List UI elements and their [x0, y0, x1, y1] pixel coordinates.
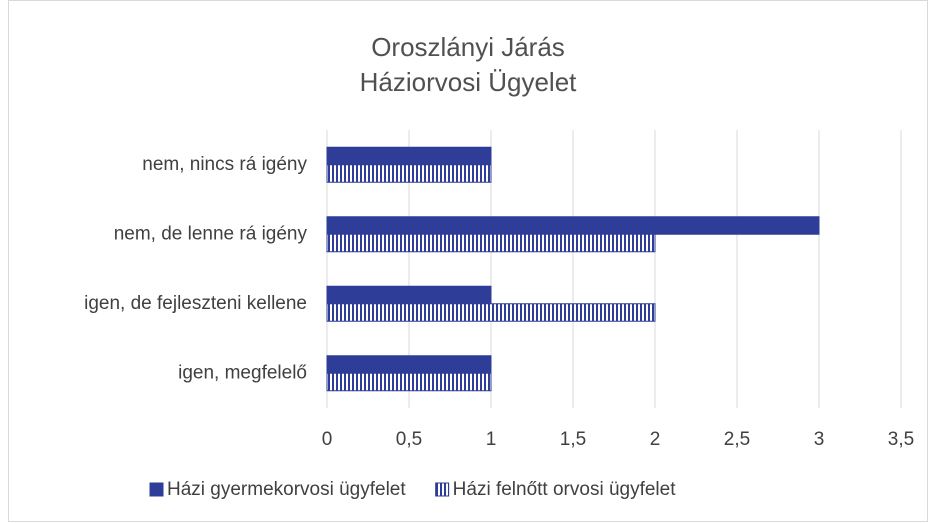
y-tick-label: nem, nincs rá igény — [142, 154, 307, 175]
bar — [326, 303, 656, 322]
x-tick-label: 3 — [814, 429, 825, 450]
legend-label: Házi gyermekorvosi ügyfelet — [167, 479, 406, 500]
x-tick-label: 0 — [322, 429, 333, 450]
legend-swatch — [149, 482, 164, 497]
chart-title: Oroszlányi Járás — [371, 32, 565, 62]
legend-swatch — [435, 482, 450, 497]
bar — [326, 164, 492, 183]
x-tick-label: 1,5 — [560, 429, 586, 450]
x-tick-label: 0,5 — [396, 429, 422, 450]
bar — [326, 355, 492, 374]
y-tick-label: igen, megfelelő — [178, 362, 307, 383]
x-tick-label: 1 — [486, 429, 497, 450]
bar — [326, 285, 492, 305]
bar — [326, 233, 656, 253]
bar — [326, 146, 492, 166]
bar — [326, 216, 820, 235]
x-tick-label: 2,5 — [724, 429, 750, 450]
chart-frame — [8, 0, 928, 522]
bar — [326, 372, 492, 392]
chart-title: Háziorvosi Ügyelet — [360, 67, 578, 97]
x-tick-label: 3,5 — [888, 429, 914, 450]
y-tick-label: igen, de fejleszteni kellene — [84, 293, 307, 314]
legend-label: Házi felnőtt orvosi ügyfelet — [453, 479, 677, 500]
x-tick-label: 2 — [650, 429, 661, 450]
y-tick-label: nem, de lenne rá igény — [114, 223, 308, 244]
